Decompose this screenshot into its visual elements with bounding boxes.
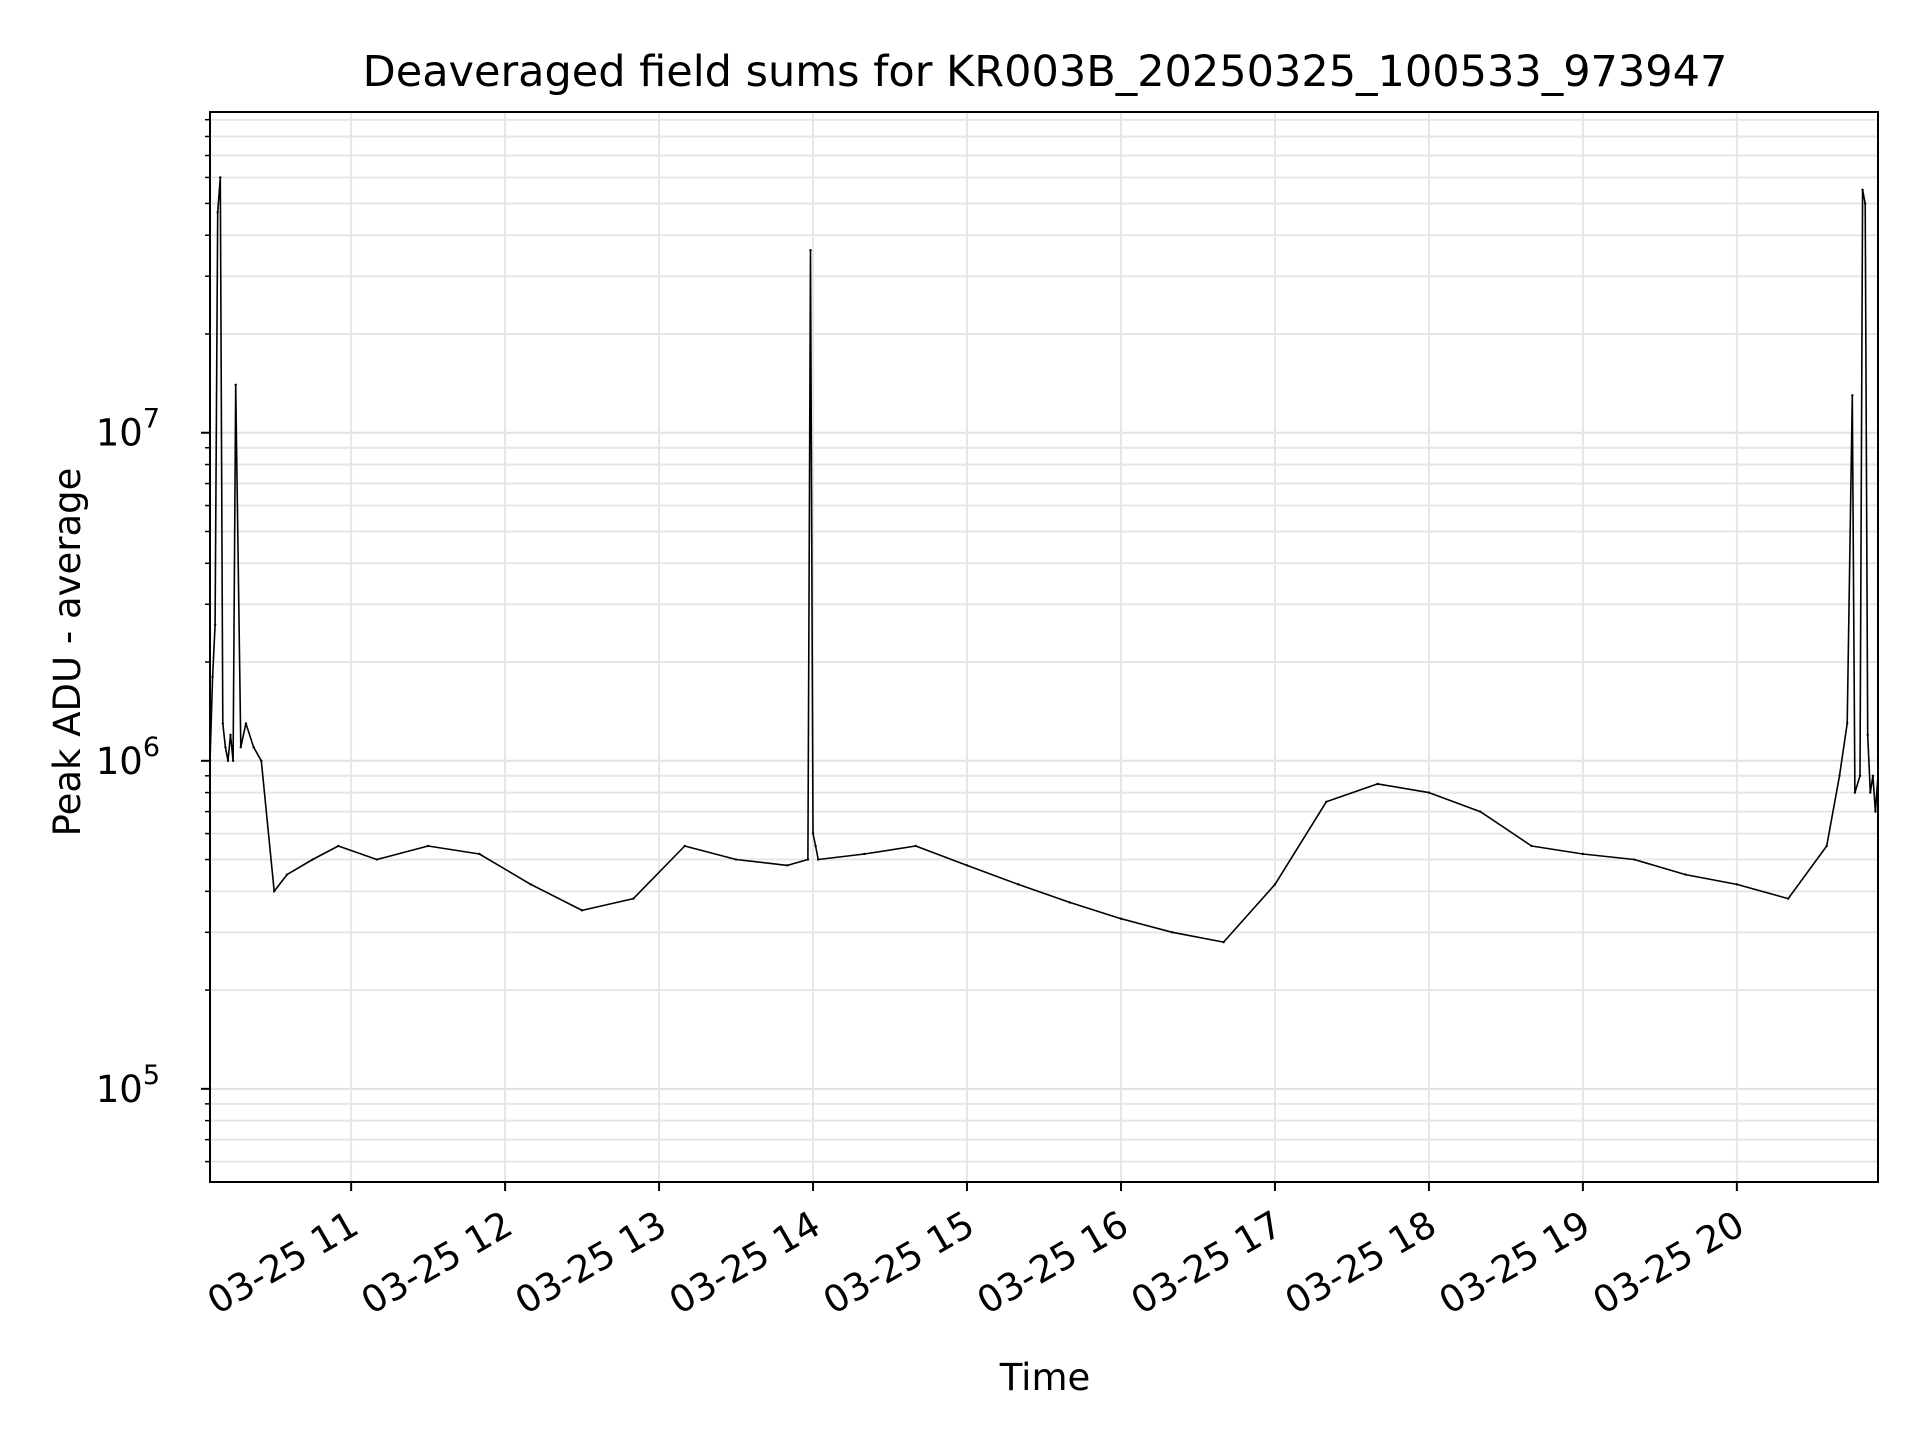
data-point: [806, 858, 810, 861]
data-point: [734, 858, 738, 861]
data-point: [1846, 722, 1849, 725]
data-point: [914, 844, 917, 848]
data-point: [1222, 940, 1225, 944]
data-point: [311, 858, 314, 861]
data-point: [1530, 844, 1533, 848]
data-point: [426, 844, 430, 848]
data-point: [375, 858, 378, 861]
data-point: [1735, 883, 1739, 886]
y-tick-label: 107: [96, 404, 160, 455]
data-point: [221, 722, 225, 725]
data-point: [1427, 791, 1431, 794]
data-point: [811, 832, 815, 835]
data-point: [252, 746, 255, 749]
data-point: [1851, 394, 1854, 397]
data-point: [1786, 897, 1790, 900]
chart-title: Deaveraged field sums for KR003B_2025032…: [363, 47, 1728, 97]
plot-frame: [209, 111, 1879, 1183]
data-point: [260, 759, 263, 762]
data-point: [226, 759, 230, 762]
data-point: [1866, 733, 1869, 737]
y-axis-label: Peak ADU - average: [46, 468, 89, 837]
data-point: [219, 176, 222, 179]
data-point: [965, 864, 969, 867]
data-point: [816, 858, 820, 861]
data-point: [786, 864, 789, 867]
data-point: [1684, 873, 1687, 876]
data-point: [814, 844, 817, 848]
data-point: [632, 897, 635, 900]
data-point: [1874, 810, 1877, 813]
x-axis-label: Time: [999, 1356, 1091, 1399]
data-point: [1825, 844, 1828, 848]
data-point: [1858, 774, 1862, 777]
data-point: [1273, 883, 1277, 886]
data-point: [529, 883, 532, 886]
data-point: [211, 675, 214, 679]
data-point: [285, 873, 289, 876]
data-point: [234, 383, 237, 387]
data-point: [1325, 800, 1328, 803]
data-point: [272, 890, 276, 893]
series-layer: [210, 176, 1878, 944]
data-point: [1119, 917, 1123, 920]
data-point: [337, 844, 340, 848]
data-point: [213, 623, 217, 626]
data-point: [1633, 858, 1636, 861]
data-point: [1863, 202, 1867, 205]
data-point: [1068, 901, 1071, 904]
data-point: [1479, 810, 1482, 813]
data-point: [1017, 883, 1020, 886]
data-point: [863, 852, 866, 856]
data-point: [1581, 852, 1585, 856]
data-point: [239, 746, 242, 749]
data-point: [683, 844, 686, 848]
data-point: [244, 722, 248, 725]
data-point: [580, 909, 584, 912]
data-point: [1171, 931, 1174, 934]
data-point: [1861, 188, 1864, 192]
data-point: [1838, 774, 1841, 777]
data-point: [229, 733, 232, 737]
data-point: [1871, 774, 1875, 777]
data-point: [809, 249, 812, 252]
data-point: [224, 746, 227, 749]
data-point: [231, 759, 235, 762]
data-point: [478, 852, 481, 856]
data-point: [1376, 782, 1379, 786]
data-point: [216, 211, 219, 214]
data-point: [1853, 791, 1857, 794]
grid: [210, 112, 1878, 1182]
data-point: [1869, 791, 1872, 794]
